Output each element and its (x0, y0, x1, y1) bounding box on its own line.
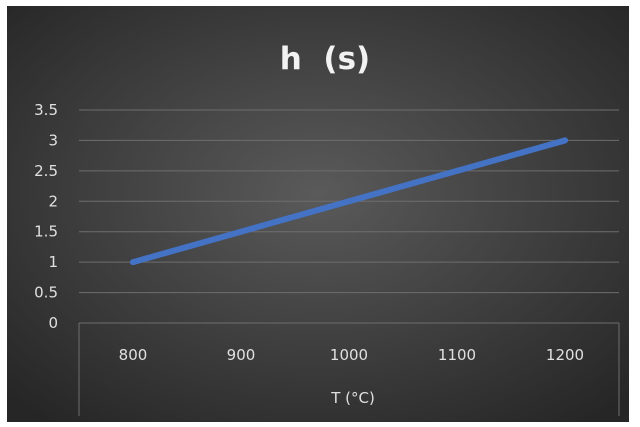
chart-title: h (s) (280, 41, 370, 77)
chart-background (7, 6, 629, 422)
data-point (454, 167, 460, 174)
x-tick-label: 800 (119, 346, 148, 364)
x-tick-label: 900 (227, 346, 256, 364)
y-tick-label: 1.5 (34, 223, 58, 241)
x-tick-label: 1200 (546, 346, 584, 364)
x-tick-label: 1100 (438, 346, 476, 364)
x-axis-label: T (°C) (330, 389, 375, 407)
y-tick-label: 1 (48, 253, 58, 271)
data-point (238, 228, 244, 235)
y-tick-label: 0.5 (34, 284, 58, 302)
y-axis-ticks: 0 0.5 1 1.5 2 2.5 3 3.5 (34, 101, 58, 332)
y-tick-label: 0 (48, 314, 58, 332)
chart-container: h (s) 0 0.5 1 1.5 2 2.5 3 3.5 800 900 1000 1100 120… (7, 6, 629, 422)
x-tick-label: 1000 (330, 346, 368, 364)
y-tick-label: 3.5 (34, 101, 58, 119)
line-chart: h (s) 0 0.5 1 1.5 2 2.5 3 3.5 800 900 1000 1100 120… (7, 6, 629, 422)
grid-lines (79, 109, 619, 294)
data-point (562, 137, 568, 144)
category-axis (78, 322, 620, 416)
y-tick-label: 3 (48, 131, 58, 149)
y-tick-label: 2 (48, 192, 58, 210)
data-point (130, 259, 136, 266)
y-tick-label: 2.5 (34, 162, 58, 180)
x-axis-ticks: 800 900 1000 1100 1200 (119, 346, 584, 364)
data-point (346, 198, 352, 205)
series-layer (130, 137, 568, 266)
